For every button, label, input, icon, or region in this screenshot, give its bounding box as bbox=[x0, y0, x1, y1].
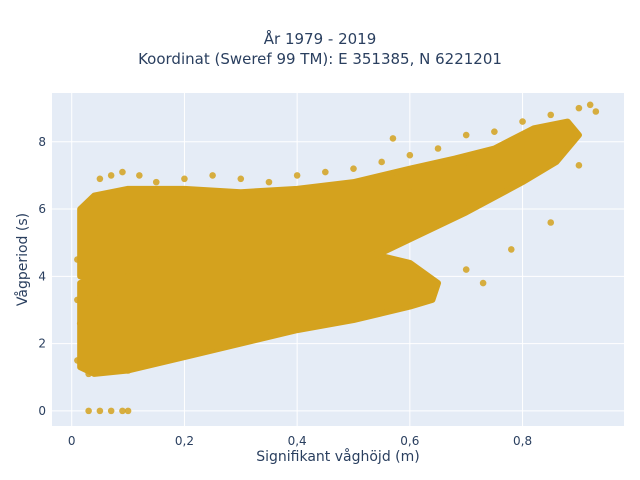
scatter-point bbox=[293, 172, 301, 179]
y-tick-label: 4 bbox=[38, 269, 46, 283]
scatter-point bbox=[547, 111, 555, 119]
x-axis-ticks: 0 0,2 0,4 0,6 0,8 bbox=[68, 434, 532, 448]
y-tick-label: 0 bbox=[38, 404, 46, 418]
scatter-point bbox=[85, 407, 92, 415]
y-tick-label: 2 bbox=[38, 337, 46, 351]
scatter-point bbox=[429, 293, 436, 300]
scatter-point bbox=[107, 172, 115, 179]
scatter-point bbox=[237, 333, 245, 341]
scatter-point bbox=[85, 370, 92, 378]
scatter-point bbox=[519, 141, 526, 149]
scatter-point bbox=[124, 273, 132, 280]
scatter-point bbox=[406, 188, 414, 196]
scatter-point bbox=[389, 135, 397, 142]
scatter-point bbox=[434, 178, 442, 186]
scatter-point bbox=[74, 296, 81, 304]
scatter-point bbox=[575, 104, 583, 112]
scatter-point bbox=[76, 320, 84, 327]
scatter-point bbox=[181, 232, 188, 240]
scatter-point bbox=[350, 205, 357, 213]
scatter-point bbox=[181, 175, 188, 183]
scatter-point bbox=[119, 168, 126, 176]
x-tick-label: 0,6 bbox=[400, 434, 419, 448]
scatter-point bbox=[592, 108, 600, 115]
scatter-point bbox=[265, 326, 273, 334]
scatter-point bbox=[479, 279, 487, 287]
scatter-point bbox=[462, 266, 470, 273]
y-tick-label: 6 bbox=[38, 202, 46, 216]
scatter-point bbox=[575, 162, 583, 169]
y-tick-label: 8 bbox=[38, 135, 46, 149]
scatter-point bbox=[350, 306, 357, 314]
scatter-point bbox=[152, 357, 160, 364]
scatter-point bbox=[406, 151, 414, 159]
scatter-point bbox=[378, 299, 385, 307]
scatter-point bbox=[519, 118, 526, 125]
scatter-point bbox=[406, 293, 414, 300]
scatter-point bbox=[237, 279, 245, 287]
scatter-point bbox=[507, 246, 515, 253]
scatter-point bbox=[547, 131, 555, 139]
scatter-point bbox=[119, 407, 126, 415]
scatter-point bbox=[293, 239, 301, 246]
scatter-point bbox=[293, 320, 301, 327]
scatter-point bbox=[378, 199, 385, 206]
scatter-point bbox=[547, 219, 555, 226]
x-tick-label: 0 bbox=[68, 434, 76, 448]
scatter-point bbox=[96, 175, 104, 183]
scatter-point bbox=[124, 367, 132, 374]
y-axis-ticks: 0 2 4 6 8 bbox=[38, 135, 46, 418]
scatter-point bbox=[85, 202, 92, 209]
scatter-point bbox=[462, 165, 470, 172]
scatter-point bbox=[322, 313, 329, 320]
chart-title-line1: År 1979 - 2019 bbox=[263, 30, 377, 48]
scatter-point bbox=[107, 407, 115, 415]
scatter-point bbox=[136, 172, 143, 179]
scatter-points bbox=[74, 101, 600, 415]
scatter-point bbox=[491, 155, 498, 162]
upper-density-band bbox=[77, 118, 582, 280]
y-axis-title: Vågperiod (s) bbox=[14, 213, 31, 306]
x-axis-title: Signifikant våghöjd (m) bbox=[256, 448, 419, 465]
scatter-point bbox=[209, 172, 216, 179]
scatter-point bbox=[96, 407, 104, 415]
scatter-point bbox=[152, 252, 160, 260]
scatter-point bbox=[265, 178, 273, 186]
scatter-point bbox=[378, 158, 385, 166]
x-tick-label: 0,8 bbox=[513, 434, 532, 448]
scatter-point bbox=[209, 343, 216, 351]
scatter-point bbox=[491, 128, 498, 135]
scatter-point bbox=[237, 175, 245, 183]
scatter-point bbox=[74, 256, 81, 263]
scatter-point bbox=[265, 262, 273, 270]
scatter-point bbox=[322, 168, 329, 176]
scatter-point bbox=[322, 222, 329, 230]
scatter-point bbox=[74, 357, 81, 364]
scatter-point bbox=[462, 131, 470, 139]
scatter-point bbox=[181, 350, 188, 357]
chart-title-line2: Koordinat (Sweref 99 TM): E 351385, N 62… bbox=[138, 50, 502, 68]
scatter-point bbox=[350, 165, 357, 172]
x-tick-label: 0,4 bbox=[288, 434, 307, 448]
scatter-point bbox=[209, 222, 216, 230]
scatter-point bbox=[434, 145, 442, 152]
scatter-point bbox=[124, 407, 132, 415]
scatter-point bbox=[96, 289, 104, 297]
scatter-point bbox=[586, 101, 594, 109]
x-tick-label: 0,2 bbox=[175, 434, 194, 448]
scatter-point bbox=[152, 178, 160, 186]
scatter-density-bands bbox=[77, 118, 582, 377]
